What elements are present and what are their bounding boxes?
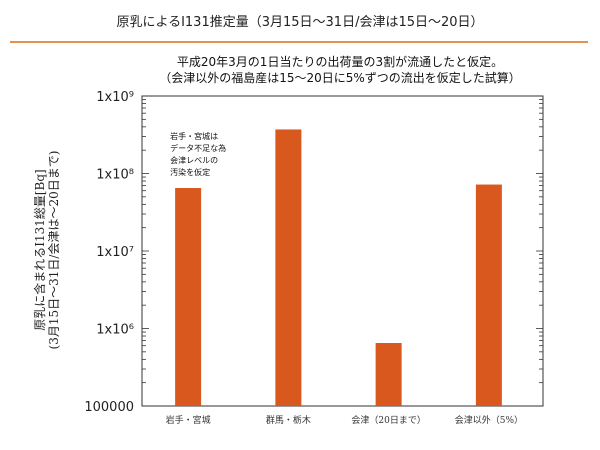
y-tick-label: 1x10⁸ <box>96 168 134 183</box>
annotation-line: データ不足な為 <box>170 143 226 153</box>
title-rule <box>10 41 588 43</box>
chart-title: 平成20年3月の1日当たりの出荷量の3割が流通したと仮定。 （会津以外の福島産は… <box>120 54 560 86</box>
bar <box>475 184 502 406</box>
x-tick-label: 会津（20日まで） <box>351 414 425 426</box>
y-tick-label: 1x10⁶ <box>96 323 134 338</box>
slide-title: 原乳によるI131推定量（3月15日～31日/会津は15日～20日） <box>116 15 484 30</box>
x-tick-label: 群馬・栃木 <box>266 414 311 426</box>
bar <box>375 342 402 406</box>
bar <box>275 129 302 407</box>
x-tick-label: 会津以外（5%） <box>455 414 523 426</box>
x-tick-label: 岩手・宮城 <box>166 414 211 426</box>
y-tick-label: 1x10⁷ <box>96 245 134 260</box>
annotation-line: 会津レベルの <box>170 155 218 165</box>
y-tick-label: 100000 <box>84 400 134 415</box>
chart-title-line-1: 平成20年3月の1日当たりの出荷量の3割が流通したと仮定。 <box>176 55 504 69</box>
y-tick-label: 1x10⁹ <box>96 90 134 105</box>
bar <box>175 187 202 406</box>
annotation-line: 岩手・宮城は <box>170 131 218 141</box>
chart-title-line-2: （会津以外の福島産は15～20日に5%ずつの流出を仮定した試算） <box>159 71 521 85</box>
annotation-line: 汚染を仮定 <box>170 167 210 177</box>
